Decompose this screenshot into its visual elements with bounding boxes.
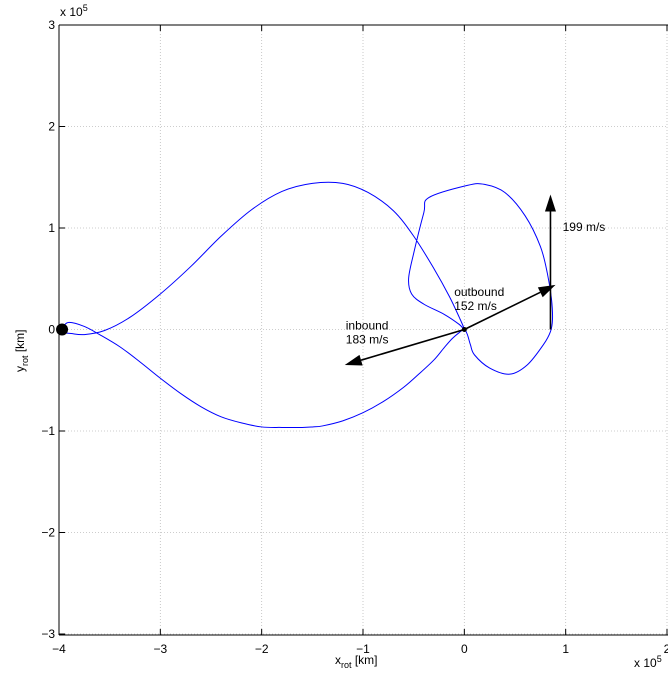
y-tick-label: 1 bbox=[48, 221, 55, 235]
x-multiplier: x 105 bbox=[634, 654, 662, 670]
x-tick-label: −4 bbox=[52, 642, 66, 656]
y-multiplier: x 105 bbox=[60, 3, 88, 19]
vector-1-label: 183 m/s bbox=[346, 333, 389, 347]
vector-3-arrowhead bbox=[544, 194, 556, 212]
x-tick-label: −3 bbox=[153, 642, 167, 656]
trajectory-line bbox=[62, 181, 554, 429]
x-tick-label: 1 bbox=[562, 642, 569, 656]
vector-2-arrowhead bbox=[537, 284, 556, 298]
primary-body-marker bbox=[56, 323, 69, 336]
y-tick-label: 0 bbox=[48, 323, 55, 337]
y-tick-label: −3 bbox=[41, 627, 55, 641]
x-tick-label: 2 bbox=[664, 642, 668, 656]
vector-1-shaft bbox=[360, 328, 465, 361]
vector-2-shaft bbox=[463, 291, 541, 331]
x-tick-label: −1 bbox=[356, 642, 370, 656]
x-tick-label: −2 bbox=[255, 642, 269, 656]
y-tick-label: −2 bbox=[41, 526, 55, 540]
x-axis-label: xrot [km] bbox=[335, 653, 378, 670]
axes-frame bbox=[58, 24, 668, 636]
x-tick-label: 0 bbox=[461, 642, 468, 656]
y-axis-label: yrot [km] bbox=[13, 329, 30, 372]
vector-2-label: 152 m/s bbox=[454, 299, 497, 313]
vector-1-arrowhead bbox=[344, 354, 363, 366]
vector-1-label: inbound bbox=[346, 319, 389, 333]
vector-2-label: outbound bbox=[454, 285, 504, 299]
y-tick-label: 3 bbox=[48, 18, 55, 32]
y-tick-label: 2 bbox=[48, 120, 55, 134]
y-tick-label: −1 bbox=[41, 424, 55, 438]
vector-3-label: 199 m/s bbox=[563, 220, 606, 234]
secondary-body-marker bbox=[461, 327, 467, 332]
